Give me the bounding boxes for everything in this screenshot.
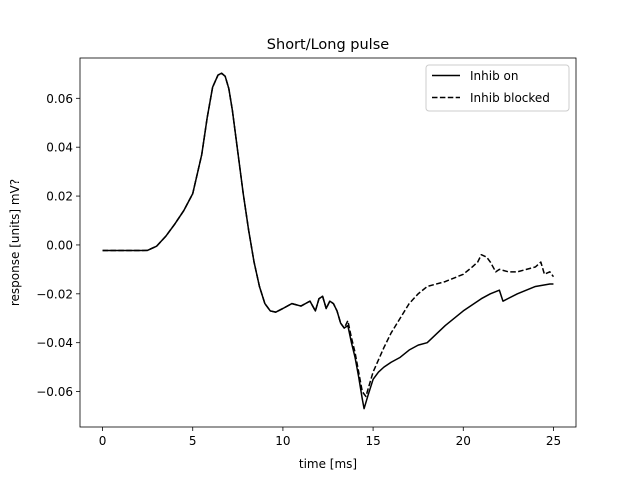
y-tick-label: −0.06 <box>36 385 73 399</box>
x-axis-label: time [ms] <box>299 457 357 471</box>
legend: Inhib on Inhib blocked <box>425 64 570 112</box>
chart-title: Short/Long pulse <box>267 37 389 53</box>
x-axis: 0 5 10 15 20 25 <box>99 427 561 448</box>
plot-lines <box>102 72 555 410</box>
y-tick-label: −0.04 <box>36 336 73 350</box>
y-tick-label: 0.04 <box>46 141 73 155</box>
y-tick-label: 0.00 <box>46 238 73 252</box>
x-tick-label: 15 <box>365 434 380 448</box>
series-line-inhib-on <box>102 72 554 410</box>
x-tick-label: 0 <box>99 434 107 448</box>
x-tick-label: 25 <box>546 434 561 448</box>
series-line-inhib-blocked <box>102 72 555 398</box>
x-tick-label: 20 <box>456 434 471 448</box>
legend-label-inhib-blocked: Inhib blocked <box>470 91 550 105</box>
y-tick-label: −0.02 <box>36 287 73 301</box>
y-axis-label: response [units] mV? <box>8 179 22 306</box>
y-axis: −0.06 −0.04 −0.02 0.00 0.02 0.04 0.06 <box>36 92 80 399</box>
x-tick-label: 5 <box>189 434 197 448</box>
y-tick-label: 0.02 <box>46 190 73 204</box>
x-tick-label: 10 <box>275 434 290 448</box>
y-tick-label: 0.06 <box>46 92 73 106</box>
legend-box <box>425 64 570 112</box>
plot-frame <box>79 57 577 428</box>
legend-label-inhib-on: Inhib on <box>470 69 518 83</box>
